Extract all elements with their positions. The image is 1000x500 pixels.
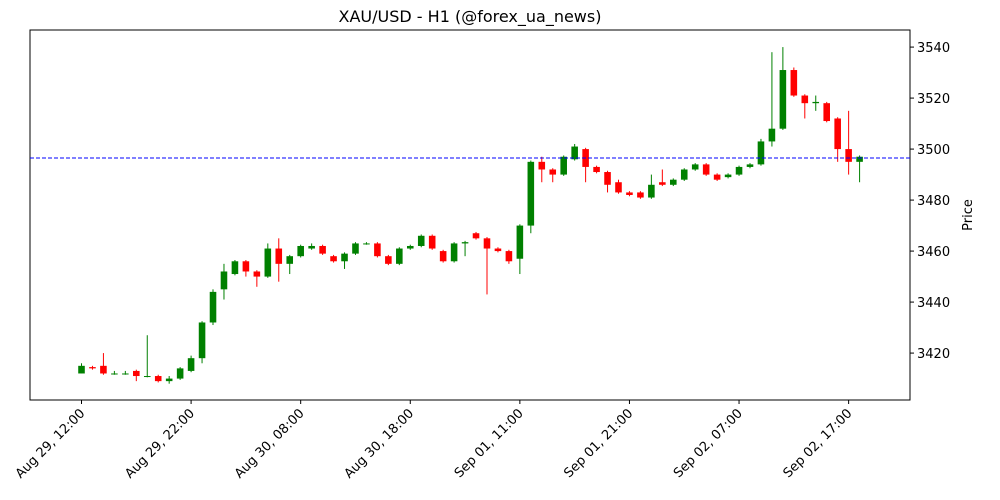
candle-body — [757, 141, 765, 165]
candle-body — [659, 182, 666, 185]
candle-body — [253, 271, 261, 277]
candle-body — [461, 242, 469, 244]
candle-body — [472, 233, 480, 239]
candle-body — [209, 291, 217, 323]
candle-body — [154, 376, 162, 382]
candle-body — [286, 256, 294, 264]
candle-body — [494, 248, 502, 252]
candle-body — [724, 174, 732, 178]
candle-body — [143, 376, 151, 378]
candle-body — [439, 251, 447, 262]
candle-body — [165, 378, 173, 382]
candle-body — [604, 172, 611, 185]
candle-body — [593, 166, 600, 173]
candle-body — [768, 128, 776, 142]
candle-body — [231, 261, 239, 275]
candle-body — [801, 95, 809, 104]
y-tick-label: 3460 — [917, 245, 950, 260]
candle-body — [297, 245, 304, 257]
candle-body — [702, 164, 710, 175]
candle-body — [615, 182, 622, 193]
x-tick-label: Sep 01, 21:00 — [561, 406, 636, 481]
candle-body — [691, 164, 699, 170]
x-tick-label: Sep 01, 11:00 — [452, 406, 527, 481]
x-tick-label: Aug 29, 12:00 — [13, 406, 89, 482]
candle-body — [133, 370, 140, 377]
candle-body — [735, 166, 743, 175]
candle-body — [527, 161, 535, 226]
candle-body — [264, 248, 272, 277]
candle-body — [176, 368, 184, 379]
candle-body — [516, 225, 524, 259]
candle-body — [538, 161, 546, 170]
y-tick-label: 3540 — [917, 41, 950, 56]
candle-body — [779, 70, 787, 129]
candle-body — [111, 373, 118, 375]
candle-body — [713, 174, 721, 180]
candle-body — [626, 192, 633, 195]
candle-body — [823, 103, 830, 122]
candle-body — [363, 243, 370, 245]
candle-body — [571, 146, 578, 160]
candle-body — [856, 156, 863, 162]
candle-body — [505, 251, 513, 262]
candle-body — [406, 245, 414, 249]
candle-body — [680, 169, 688, 180]
candle-body — [637, 192, 644, 198]
candle-body — [275, 248, 283, 264]
candle-body — [746, 164, 754, 167]
candle-body — [352, 243, 359, 254]
candle-body — [428, 235, 436, 249]
candle-body — [100, 365, 107, 374]
candle-body — [648, 184, 655, 198]
y-tick-label: 3420 — [917, 347, 950, 362]
x-tick-label: Aug 30, 08:00 — [232, 406, 308, 482]
candle-body — [670, 179, 677, 185]
candle-body — [319, 245, 326, 254]
x-tick-label: Sep 02, 17:00 — [781, 406, 856, 481]
y-tick-label: 3480 — [917, 194, 950, 209]
x-tick-label: Aug 30, 18:00 — [342, 406, 418, 482]
y-tick-label: 3440 — [917, 296, 950, 311]
candle-body — [483, 238, 491, 249]
candle-body — [560, 156, 567, 175]
candle-body — [385, 256, 392, 264]
candle-body — [341, 253, 348, 262]
candle-body — [834, 118, 841, 150]
y-tick-label: 3520 — [917, 92, 950, 107]
candle-body — [122, 373, 129, 375]
candle-body — [89, 367, 96, 369]
y-tick-label: 3500 — [917, 143, 950, 158]
candle-body — [308, 245, 315, 249]
candle-body — [220, 271, 228, 290]
candle-body — [198, 322, 206, 359]
candle-body — [396, 248, 403, 264]
candle-body — [450, 243, 458, 262]
chart-title: XAU/USD - H1 (@forex_ua_news) — [339, 7, 602, 27]
candle-body — [187, 358, 195, 371]
candle-body — [330, 256, 337, 262]
candle-body — [845, 149, 852, 162]
x-tick-label: Aug 29, 22:00 — [122, 406, 198, 482]
candle-body — [78, 365, 85, 374]
candle-body — [790, 70, 798, 96]
y-axis-label: Price — [961, 199, 976, 231]
candle-body — [549, 169, 557, 175]
x-tick-label: Sep 02, 07:00 — [671, 406, 746, 481]
candle-body — [242, 261, 250, 272]
candle-body — [812, 101, 820, 104]
candle-body — [374, 243, 381, 257]
plot-frame — [29, 29, 911, 401]
candle-body — [417, 235, 425, 246]
